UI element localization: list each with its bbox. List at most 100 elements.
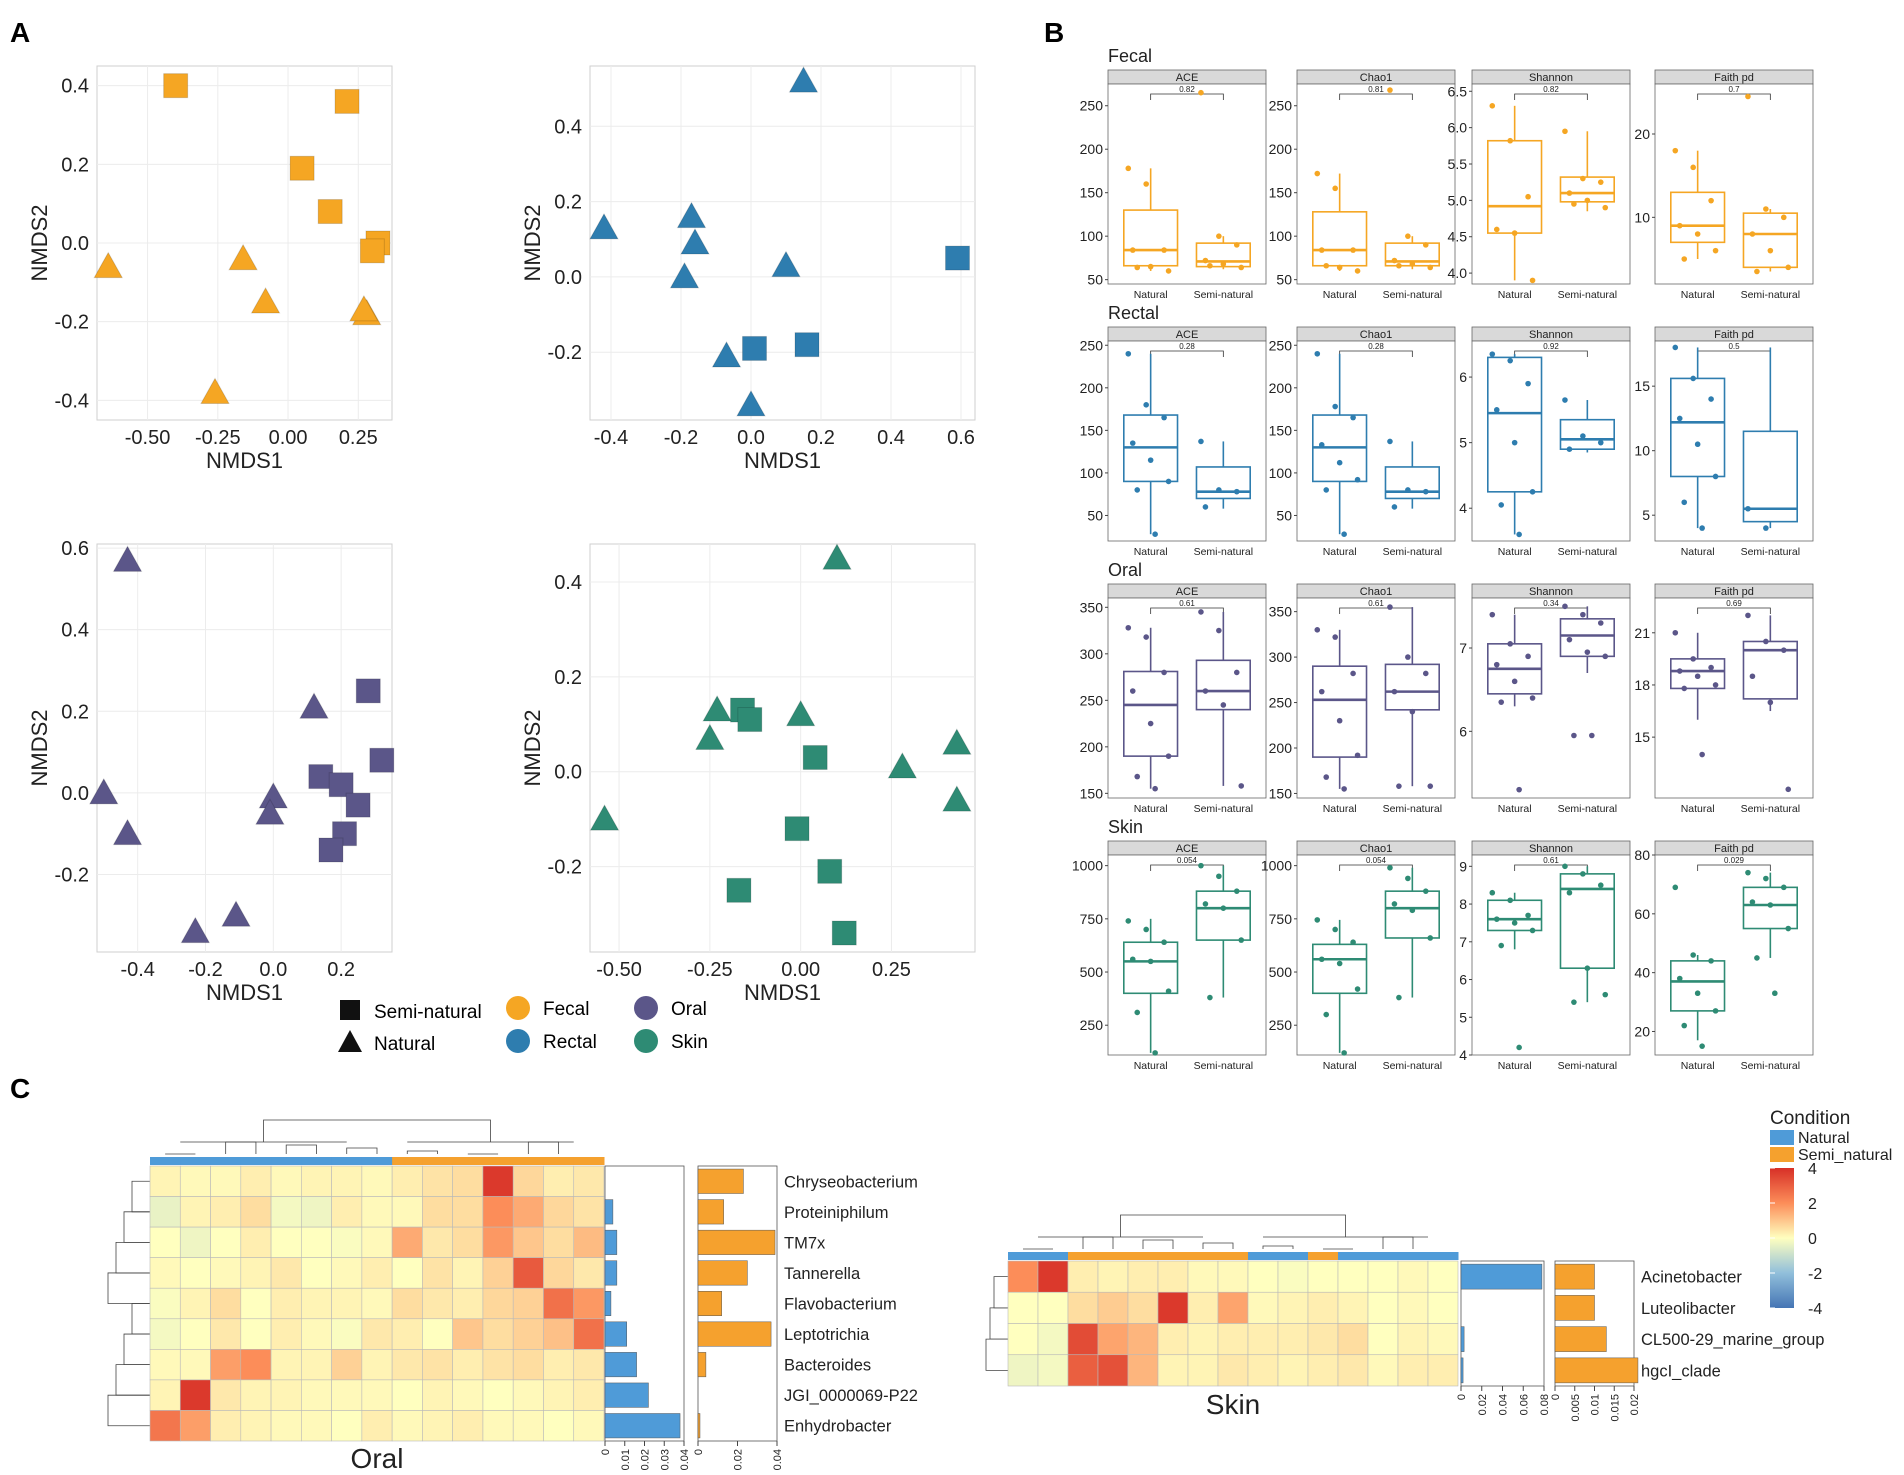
group-label: Semi-natural [1383, 546, 1443, 558]
data-point [1672, 629, 1679, 636]
taxon-label: Acinetobacter [1641, 1269, 1742, 1287]
heatmap-cell [1427, 1354, 1459, 1387]
metric-label: Faith pd [1714, 329, 1754, 341]
group-label: Natural [1681, 289, 1715, 301]
heatmap-cell [1367, 1323, 1399, 1356]
p-value-label: 0.054 [1366, 856, 1387, 865]
y-tick-label: 0.4 [61, 620, 89, 642]
y-tick-label: 250 [1269, 695, 1293, 711]
heatmap-cell [149, 1410, 181, 1442]
dendrogram-branch [107, 1272, 150, 1304]
semi-natural-point [289, 155, 315, 181]
heatmap-cell [301, 1410, 332, 1442]
p-value-label: 0.82 [1179, 85, 1195, 94]
abundance-bar [1554, 1263, 1595, 1290]
heatmap-cell [1337, 1323, 1369, 1356]
y-tick-label: 300 [1080, 646, 1104, 662]
bar-axis-label: 0.005 [1570, 1394, 1582, 1422]
data-point [1745, 869, 1751, 876]
data-point [1780, 647, 1787, 653]
y-tick-label: 4.5 [1448, 229, 1468, 245]
y-tick-label: 50 [1087, 507, 1103, 523]
data-point [1323, 262, 1330, 269]
y-tick-label: 350 [1080, 599, 1104, 615]
data-point [1318, 688, 1325, 695]
data-point [1216, 233, 1222, 239]
significance-bracket [1697, 864, 1771, 871]
data-point [1350, 247, 1356, 253]
natural-bar-annotation: 0 0.01 0.02 0.03 0.04 [600, 1165, 691, 1470]
natural-point [349, 294, 379, 322]
y-tick-label: 9 [1459, 858, 1467, 874]
data-point [1712, 1008, 1719, 1014]
data-point [1134, 264, 1141, 271]
y-tick-label: 150 [1269, 785, 1293, 801]
group-label: Semi-natural [1383, 289, 1443, 301]
heatmap-cell [1037, 1323, 1069, 1356]
condition-annotation [1188, 1252, 1219, 1260]
heatmap-cell [301, 1165, 332, 1197]
data-point [1387, 864, 1393, 871]
natural-point [112, 545, 143, 572]
y-tick-label: 21 [1634, 625, 1650, 641]
y-tick-label: -0.2 [55, 312, 89, 334]
dendrogram-branch [993, 1276, 1008, 1309]
dendrogram-branch [527, 1141, 559, 1154]
data-point [1405, 487, 1411, 493]
significance-bracket [1514, 350, 1588, 357]
dendrogram-branch [107, 1394, 150, 1427]
box [1384, 663, 1440, 711]
boxplot-panel: Faith pd0.7 10 20 Natural Semi-natural [1634, 69, 1814, 301]
heatmap-cell [361, 1287, 393, 1320]
data-point [1498, 699, 1505, 705]
p-value-label: 0.054 [1177, 856, 1198, 865]
natural-point [822, 543, 852, 570]
heatmap-cell [270, 1318, 302, 1350]
group-label: Natural [1134, 1060, 1168, 1072]
legend-square-icon [340, 1000, 360, 1020]
data-point [1134, 773, 1141, 780]
heatmap-cell [482, 1165, 514, 1197]
heatmap-cell [361, 1410, 393, 1442]
metric-label: Shannon [1529, 843, 1573, 855]
heatmap-cell [422, 1165, 453, 1197]
semi-natural-point [945, 245, 970, 271]
heatmap-cell [1277, 1354, 1309, 1387]
semi-natural-point [355, 678, 381, 704]
condition-annotation [513, 1157, 544, 1165]
bar-axis-label: 0.06 [1518, 1394, 1530, 1415]
metric-label: ACE [1176, 586, 1199, 598]
legend-skin-swatch [634, 1029, 658, 1053]
natural-point [887, 751, 918, 779]
data-point [1405, 233, 1411, 239]
group-label: Semi-natural [1194, 803, 1254, 815]
heatmap-cell [452, 1410, 484, 1442]
semi-natural-point [726, 877, 752, 903]
condition-swatch [1770, 1147, 1794, 1162]
data-point [1780, 214, 1787, 221]
heatmap-cell [452, 1349, 484, 1381]
y-tick-label: 750 [1269, 911, 1293, 927]
legend-shape-label: Semi-natural [374, 1002, 482, 1023]
x-axis-label: NMDS1 [206, 448, 283, 473]
y-tick-label: 0.4 [554, 116, 582, 138]
heatmap-cell [543, 1287, 575, 1320]
natural-point [771, 250, 801, 278]
heatmap-cell [573, 1165, 605, 1197]
y-tick-label: 0.4 [554, 572, 582, 594]
semi-natural-point [369, 747, 395, 773]
y-tick-label: 7 [1459, 640, 1467, 656]
heatmap-cell [1367, 1260, 1399, 1293]
plot-area [589, 65, 976, 421]
condition-annotation [1098, 1252, 1129, 1260]
nmds-legend: Semi-natural Natural Fecal Rectal Oral S… [338, 996, 708, 1055]
heatmap-cell [1217, 1323, 1249, 1356]
group-label: Natural [1134, 546, 1168, 558]
nmds-oral-plot: -0.4 -0.2 0.0 0.2 -0.2 0.0 0.2 0.4 0.6 NMDS1 NMDS2 [27, 538, 395, 1005]
condition-label: Semi_natural [1798, 1147, 1892, 1164]
heatmap-cell [1247, 1354, 1279, 1387]
y-tick-label: 1000 [1072, 858, 1103, 874]
data-point [1336, 264, 1343, 271]
abundance-bar [1460, 1357, 1464, 1384]
condition-annotation [1368, 1252, 1399, 1260]
